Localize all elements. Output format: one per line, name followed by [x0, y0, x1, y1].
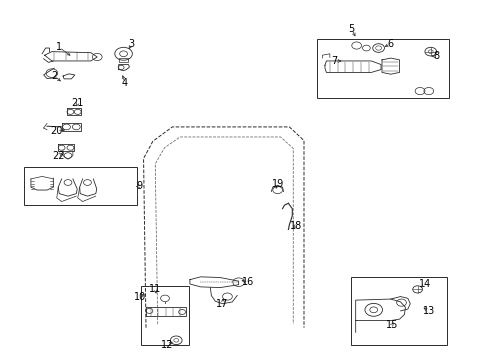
- Text: 4: 4: [122, 78, 128, 88]
- Text: 11: 11: [149, 284, 161, 294]
- Text: 21: 21: [71, 98, 84, 108]
- Bar: [350, 277, 447, 345]
- Text: 12: 12: [161, 340, 173, 350]
- Text: 22: 22: [52, 150, 64, 161]
- Text: 5: 5: [348, 24, 354, 35]
- Text: 2: 2: [51, 71, 57, 81]
- Text: 8: 8: [432, 51, 438, 61]
- Text: 3: 3: [128, 40, 134, 49]
- Text: 13: 13: [422, 306, 434, 316]
- Bar: [141, 286, 188, 345]
- Text: 15: 15: [385, 320, 397, 330]
- Text: 16: 16: [242, 277, 254, 287]
- Bar: [316, 40, 448, 98]
- Text: 14: 14: [418, 279, 430, 289]
- Text: 1: 1: [56, 42, 62, 52]
- Text: 20: 20: [50, 126, 63, 135]
- Text: 10: 10: [133, 292, 145, 302]
- Text: 7: 7: [331, 56, 337, 66]
- Text: 18: 18: [289, 221, 301, 231]
- Bar: [119, 58, 128, 62]
- Text: 9: 9: [136, 181, 142, 192]
- Text: 6: 6: [387, 39, 393, 49]
- Text: 19: 19: [271, 179, 283, 189]
- Text: 17: 17: [216, 299, 228, 309]
- Bar: [24, 167, 137, 205]
